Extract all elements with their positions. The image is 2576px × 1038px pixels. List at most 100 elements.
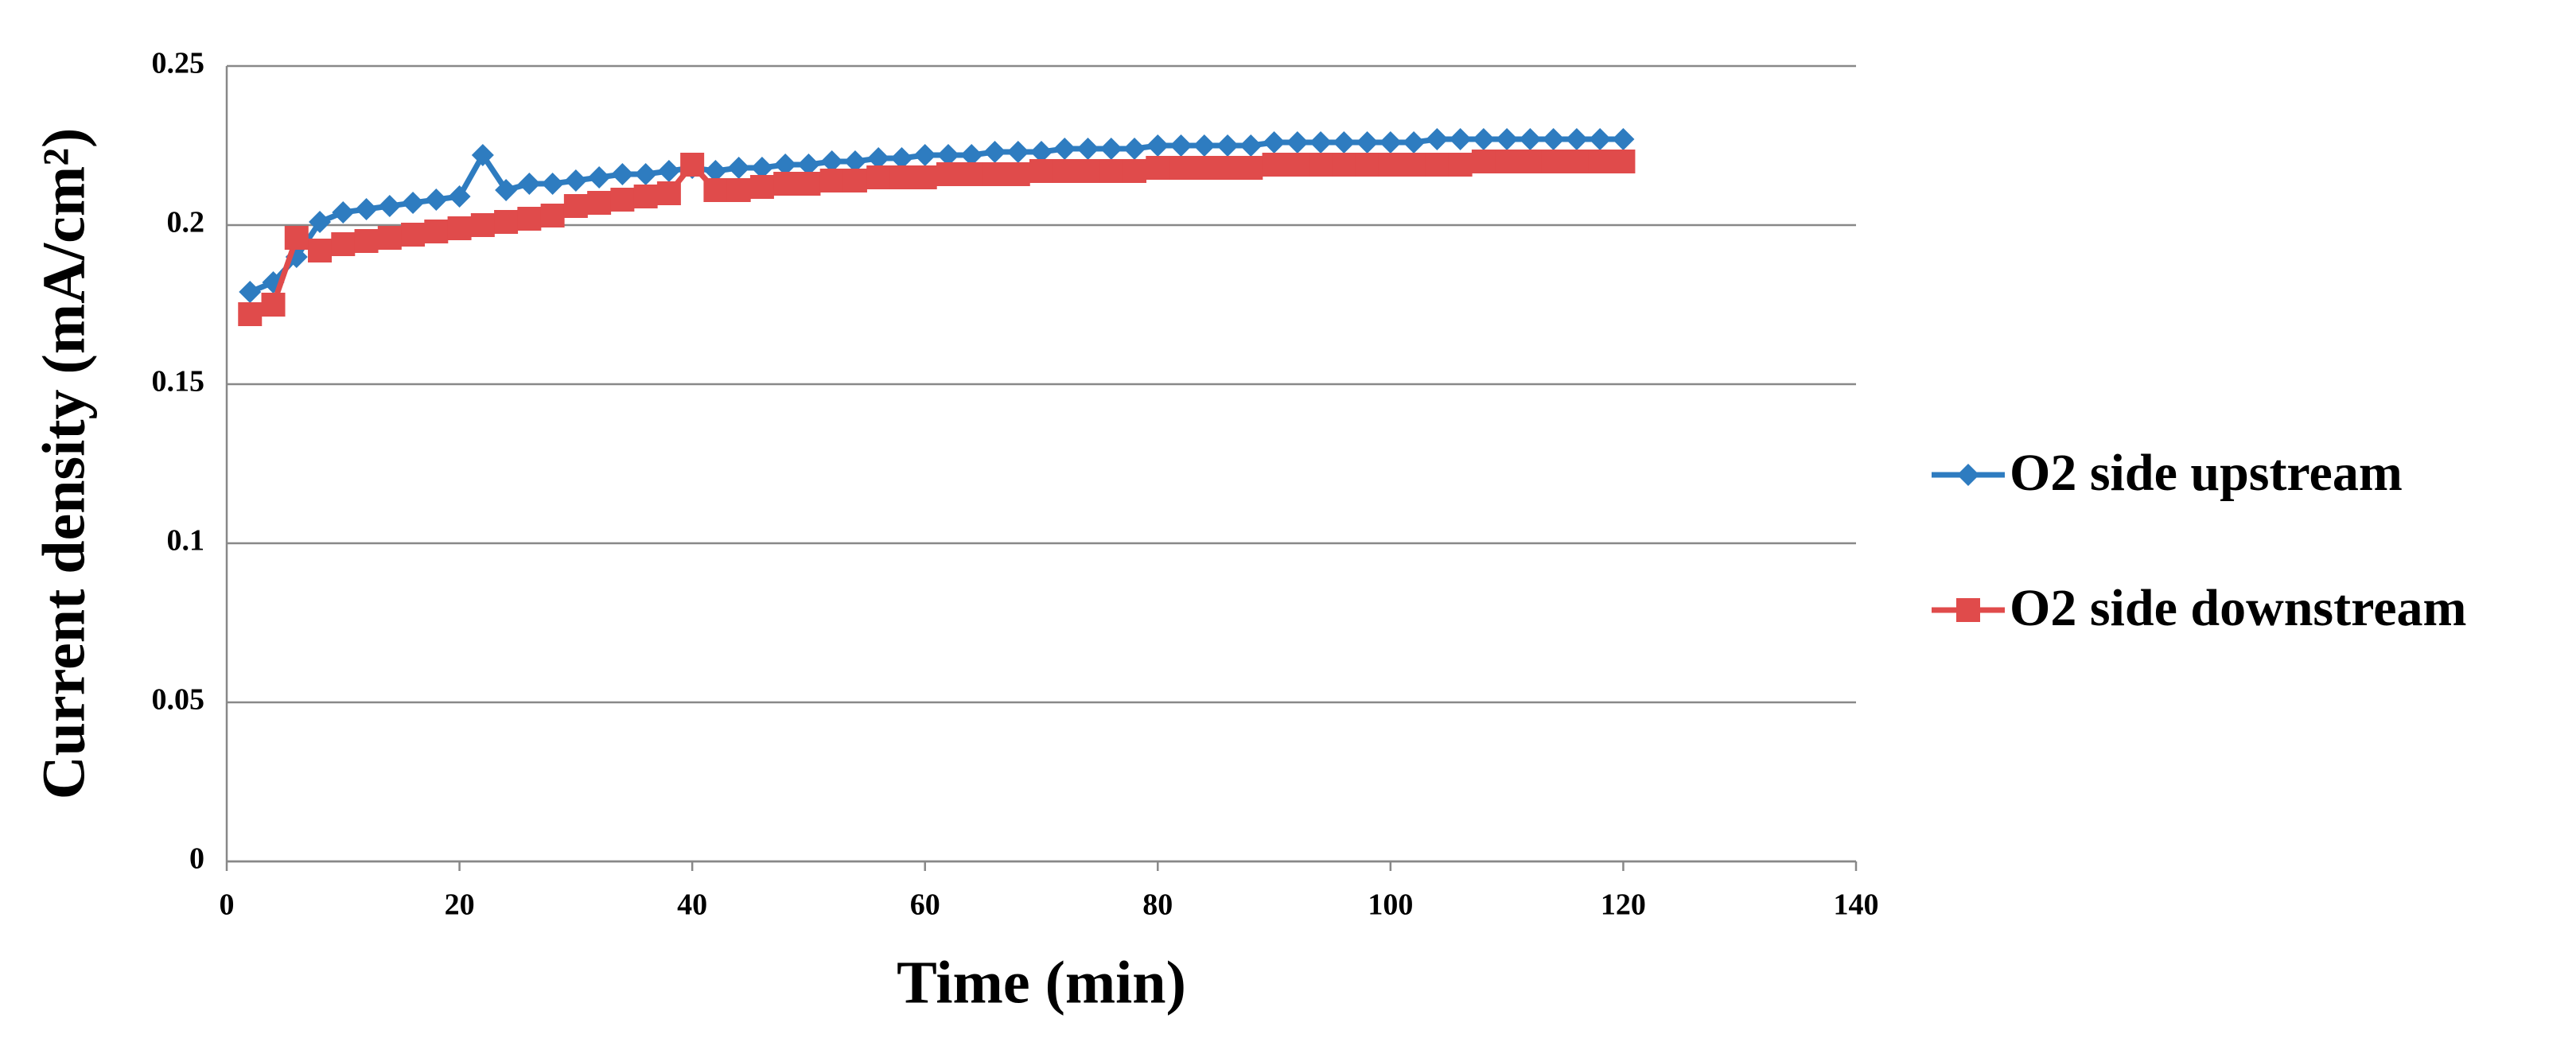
data-point (1076, 138, 1099, 160)
data-point (657, 160, 680, 182)
data-point (1123, 138, 1146, 160)
data-point (1379, 131, 1402, 154)
x-tick-label: 20 (445, 888, 475, 922)
data-point (819, 169, 844, 192)
data-point (727, 157, 750, 179)
x-axis-title: Time (min) (897, 949, 1186, 1016)
data-point (424, 220, 449, 243)
legend-marker (1956, 598, 1980, 622)
data-point (518, 173, 541, 195)
data-point (355, 198, 378, 220)
x-tick-label: 120 (1601, 888, 1646, 922)
data-point (1495, 150, 1520, 173)
data-point (912, 165, 937, 189)
data-point (1402, 153, 1426, 177)
data-point (308, 239, 333, 262)
y-tick-label: 0 (189, 842, 204, 876)
data-point (1285, 153, 1309, 177)
y-tick-label: 0.25 (152, 47, 205, 80)
data-point (587, 191, 612, 215)
data-point (1471, 150, 1496, 173)
data-point (564, 169, 587, 192)
data-point (1611, 150, 1636, 173)
data-point (494, 210, 519, 234)
data-point (797, 154, 820, 176)
data-point (1076, 159, 1100, 183)
data-point (1472, 128, 1495, 150)
data-point (633, 185, 658, 208)
data-point (1286, 131, 1309, 154)
data-point (332, 201, 355, 224)
data-point (773, 172, 798, 196)
data-point (1448, 153, 1473, 177)
data-point (425, 189, 448, 211)
data-point (1518, 150, 1543, 173)
data-point (936, 144, 959, 166)
data-point (447, 216, 472, 240)
data-point (796, 172, 821, 196)
data-point (1239, 156, 1263, 180)
data-point (1565, 128, 1588, 150)
data-point (1030, 141, 1053, 163)
data-point (239, 281, 262, 303)
data-point (889, 165, 914, 189)
data-point (1564, 150, 1589, 173)
data-point (1332, 153, 1356, 177)
y-tick-label: 0.2 (167, 206, 205, 239)
data-point (936, 162, 960, 186)
data-point (1146, 156, 1170, 180)
data-point (1541, 150, 1566, 173)
data-point (1169, 156, 1193, 180)
data-point (1333, 131, 1356, 154)
data-point (1123, 159, 1147, 183)
data-point (1378, 153, 1403, 177)
data-point (611, 163, 634, 185)
data-point (749, 175, 774, 199)
y-axis-title: Current density (mA/cm²) (30, 128, 97, 800)
data-point (1169, 134, 1193, 157)
data-point (960, 144, 983, 166)
data-point (470, 213, 495, 237)
data-point (1589, 128, 1612, 150)
data-point (495, 179, 518, 201)
data-point (656, 181, 681, 205)
data-point (959, 162, 984, 186)
data-point (867, 147, 890, 169)
data-point (1216, 134, 1239, 157)
data-point (1029, 159, 1053, 183)
data-point (1519, 128, 1542, 150)
legend-text: O2 side upstream (2010, 444, 2403, 502)
x-tick-label: 60 (910, 888, 940, 922)
data-point (1053, 159, 1077, 183)
data-point (1496, 128, 1519, 150)
data-point (1426, 128, 1449, 150)
data-point (1216, 156, 1240, 180)
data-point (471, 144, 494, 166)
y-tick-label: 0.1 (167, 524, 205, 558)
data-point (1006, 141, 1029, 163)
legend-marker (1957, 464, 1979, 486)
data-point (1099, 159, 1123, 183)
data-point (517, 207, 542, 231)
data-point (378, 195, 401, 217)
y-tick-label: 0.05 (152, 683, 205, 717)
data-point (354, 229, 379, 253)
data-point (983, 141, 1006, 163)
data-point (610, 188, 635, 212)
data-point (402, 192, 425, 214)
x-tick-label: 0 (220, 888, 235, 922)
data-point (1449, 128, 1472, 150)
data-point (1309, 153, 1333, 177)
y-tick-label: 0.15 (152, 365, 205, 398)
data-point (1588, 150, 1613, 173)
data-point (284, 226, 309, 250)
data-point (1262, 153, 1286, 177)
x-tick-label: 140 (1834, 888, 1879, 922)
data-point (1355, 153, 1379, 177)
data-point (1263, 131, 1286, 154)
data-point (261, 293, 286, 317)
data-point (1006, 162, 1030, 186)
data-point (540, 204, 565, 227)
data-point (448, 185, 471, 208)
